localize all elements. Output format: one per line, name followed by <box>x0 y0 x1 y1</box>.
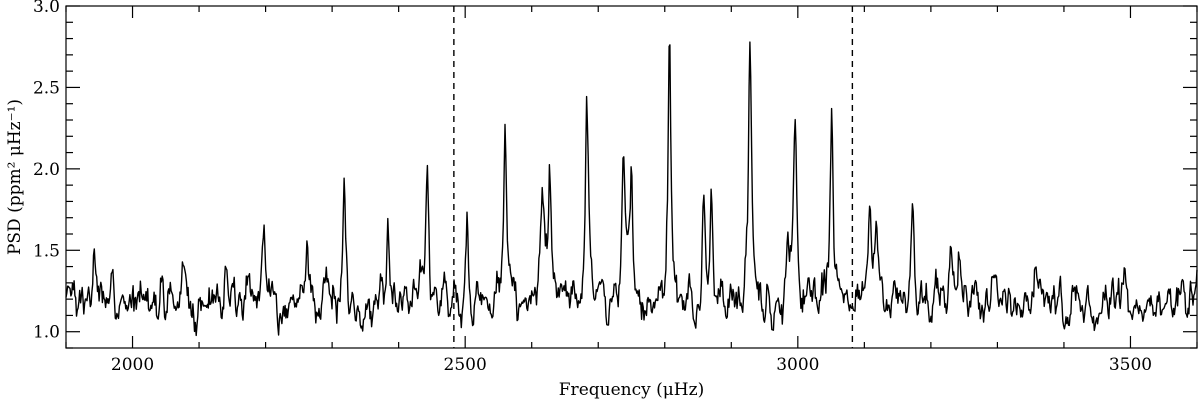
plot-frame <box>65 5 1198 349</box>
psd-series-line <box>65 41 1198 337</box>
y-tick-labels: 1.0 1.5 2.0 2.5 3.0 <box>33 0 60 343</box>
y-tick-label: 1.5 <box>33 241 60 261</box>
x-axis-label: Frequency (μHz) <box>559 380 704 400</box>
y-tick-label: 2.5 <box>33 78 60 98</box>
y-tick-label: 3.0 <box>33 0 60 17</box>
x-tick-label: 2500 <box>444 355 487 375</box>
x-tick-label: 2000 <box>111 355 154 375</box>
y-tick-label: 1.0 <box>33 323 60 343</box>
x-tick-labels: 2000 2500 3000 3500 <box>111 355 1152 375</box>
x-tick-label: 3000 <box>776 355 819 375</box>
dashed-marker-lines <box>453 6 854 348</box>
plot-area <box>65 5 1198 349</box>
y-tick-label: 2.0 <box>33 160 60 180</box>
axis-ticks <box>65 5 1198 349</box>
x-tick-label: 3500 <box>1109 355 1152 375</box>
y-axis-label: PSD (ppm² μHz⁻¹) <box>5 99 25 255</box>
